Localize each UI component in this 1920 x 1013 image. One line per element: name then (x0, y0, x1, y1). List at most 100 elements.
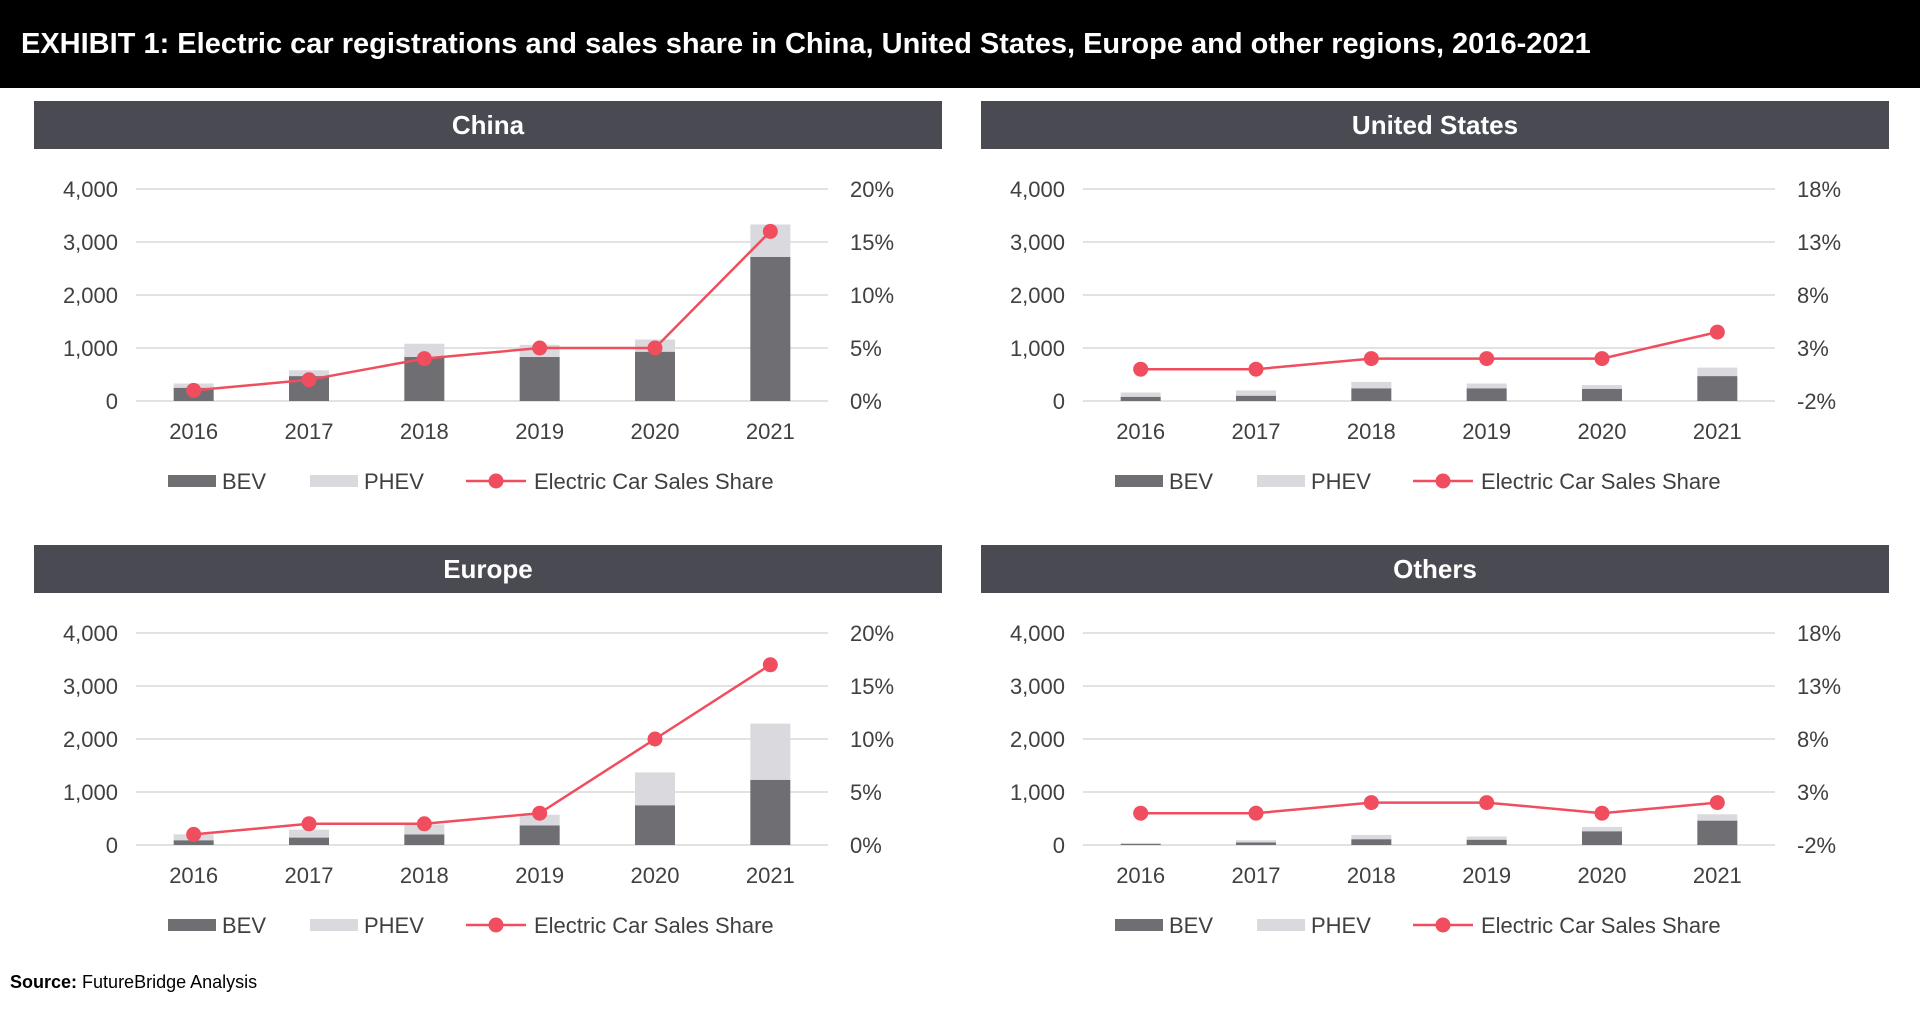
share-point-2019 (1479, 351, 1495, 367)
y-tick-label: 2,000 (63, 283, 118, 308)
share-point-2021 (762, 657, 778, 673)
legend-label-phev: PHEV (1311, 469, 1371, 494)
chart-panel-europe: Europe 0 0% 1,000 5% 2,000 10% 3,000 15% 4,000 20… (34, 545, 942, 975)
x-tick-label: 2021 (1693, 419, 1742, 444)
share-point-2018 (416, 351, 432, 367)
share-point-2021 (1709, 795, 1725, 811)
bar-bev-2021 (750, 779, 791, 845)
chart-panel-china: China 0 0% 1,000 5% 2,000 10% 3,000 15% 4,000 20%… (34, 101, 942, 531)
legend-label-bev: BEV (1169, 469, 1213, 494)
share-line (193, 230, 772, 392)
x-tick-label: 2018 (400, 863, 449, 888)
y-tick-label: 0 (106, 389, 118, 414)
share-point-2018 (1363, 795, 1379, 811)
share-point-2016 (186, 382, 202, 398)
legend-label-bev: BEV (222, 469, 266, 494)
y2-tick-label: 8% (1797, 283, 1829, 308)
legend-label-bev: BEV (1169, 913, 1213, 938)
share-point-2017 (1248, 361, 1264, 377)
share-point-2021 (762, 223, 778, 239)
legend-swatch-share-marker (1435, 917, 1451, 933)
y-tick-label: 1,000 (63, 336, 118, 361)
y2-tick-label: 10% (850, 727, 894, 752)
bar-phev-2018 (1351, 834, 1392, 840)
bar-phev-2021 (1697, 814, 1738, 821)
bar-phev-2018 (404, 343, 445, 358)
x-tick-label: 2016 (169, 863, 218, 888)
bar-bev-2018 (1351, 839, 1392, 845)
x-tick-label: 2021 (746, 419, 795, 444)
share-point-2017 (301, 816, 317, 832)
share-line (193, 663, 772, 836)
chart-europe: 0 0% 1,000 5% 2,000 10% 3,000 15% 4,000 20% 2016 20… (63, 621, 894, 938)
bar-bev-2017 (1236, 395, 1276, 401)
y-tick-label: 2,000 (63, 727, 118, 752)
x-tick-label: 2016 (169, 419, 218, 444)
y-tick-label: 1,000 (1010, 780, 1065, 805)
share-point-2020 (647, 731, 663, 747)
bar-phev-2019 (1466, 836, 1507, 840)
x-tick-label: 2018 (400, 419, 449, 444)
share-point-2018 (1363, 351, 1379, 367)
x-tick-label: 2019 (515, 863, 564, 888)
bar-phev-2017 (1236, 840, 1276, 843)
x-tick-label: 2019 (1462, 863, 1511, 888)
bar-bev-2020 (635, 805, 675, 845)
y2-tick-label: 3% (1797, 780, 1829, 805)
bar-phev-2020 (635, 772, 675, 806)
y2-tick-label: 10% (850, 283, 894, 308)
share-point-2017 (301, 372, 317, 388)
legend-swatch-share-marker (488, 473, 504, 489)
legend-swatch-phev (310, 919, 358, 931)
share-line (1140, 330, 1718, 371)
y-tick-label: 0 (1053, 389, 1065, 414)
y2-tick-label: 0% (850, 389, 882, 414)
chart-united-states: 0 -2% 1,000 3% 2,000 8% 3,000 13% 4,000 18% 2016 20… (1010, 177, 1841, 494)
bar-phev-2021 (1697, 367, 1738, 377)
legend-label-bev: BEV (222, 913, 266, 938)
exhibit-title: EXHIBIT 1: Electric car registrations an… (0, 0, 1920, 88)
x-tick-label: 2016 (1116, 419, 1165, 444)
legend-label-phev: PHEV (364, 913, 424, 938)
y-tick-label: 3,000 (63, 674, 118, 699)
panel-title: Others (981, 545, 1889, 593)
bar-bev-2019 (1466, 388, 1507, 401)
y2-tick-label: 5% (850, 780, 882, 805)
legend-swatch-bev (1115, 919, 1163, 931)
y-tick-label: 4,000 (1010, 621, 1065, 646)
bar-bev-2019 (519, 825, 560, 845)
share-point-2019 (532, 805, 548, 821)
bar-phev-2020 (1582, 385, 1622, 389)
y-tick-label: 2,000 (1010, 727, 1065, 752)
x-tick-label: 2019 (1462, 419, 1511, 444)
x-tick-label: 2018 (1347, 419, 1396, 444)
x-tick-label: 2017 (285, 419, 334, 444)
y-tick-label: 2,000 (1010, 283, 1065, 308)
bar-phev-2017 (1236, 390, 1276, 396)
bar-bev-2021 (750, 256, 791, 401)
share-point-2020 (647, 340, 663, 356)
x-tick-label: 2020 (631, 419, 680, 444)
bar-bev-2019 (1466, 839, 1507, 845)
legend-label-share: Electric Car Sales Share (1481, 469, 1721, 494)
x-tick-label: 2021 (1693, 863, 1742, 888)
share-point-2016 (1133, 805, 1149, 821)
legend-swatch-share-marker (1435, 473, 1451, 489)
legend-swatch-share-marker (488, 917, 504, 933)
bar-bev-2017 (289, 837, 329, 845)
y-tick-label: 4,000 (63, 621, 118, 646)
panel-title: United States (981, 101, 1889, 149)
y-tick-label: 4,000 (1010, 177, 1065, 202)
y-tick-label: 1,000 (1010, 336, 1065, 361)
legend-swatch-phev (1257, 475, 1305, 487)
bar-bev-2020 (1582, 388, 1622, 401)
x-tick-label: 2016 (1116, 863, 1165, 888)
share-point-2020 (1594, 351, 1610, 367)
bar-bev-2017 (1236, 842, 1276, 845)
share-point-2019 (1479, 795, 1495, 811)
bar-phev-2017 (289, 829, 329, 838)
y-tick-label: 4,000 (63, 177, 118, 202)
x-tick-label: 2017 (1232, 419, 1281, 444)
x-tick-label: 2017 (1232, 863, 1281, 888)
bar-phev-2018 (1351, 381, 1392, 389)
